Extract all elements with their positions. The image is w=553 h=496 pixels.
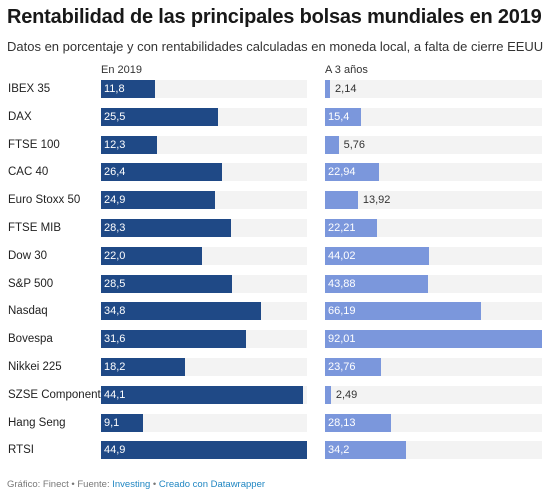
bar-track — [325, 107, 542, 126]
bar — [101, 107, 218, 126]
bar-track — [325, 135, 542, 154]
row-label: S&P 500 — [8, 277, 54, 290]
chart-footer: Gráfico: Finect • Fuente: Investing • Cr… — [7, 479, 265, 490]
bar — [325, 135, 339, 154]
footer-credits: Gráfico: Finect • Fuente: — [7, 479, 113, 490]
data-label: 11,8 — [104, 83, 125, 95]
data-label: 15,4 — [328, 110, 350, 123]
data-label: 44,9 — [104, 444, 126, 457]
bar — [325, 107, 362, 126]
data-label: 5,76 — [343, 138, 365, 151]
bar — [101, 441, 307, 460]
row-label: Nasdaq — [8, 305, 48, 318]
data-label: 31,6 — [104, 333, 126, 346]
row-label: FTSE 100 — [8, 138, 60, 151]
bar — [101, 302, 261, 321]
bar — [325, 246, 429, 265]
row-label: Hang Seng — [8, 416, 66, 429]
data-label: 28,3 — [104, 222, 126, 234]
data-label: 22,0 — [104, 249, 126, 262]
row-label: SZSE Component — [8, 388, 101, 401]
bar-track — [325, 385, 542, 404]
bar — [325, 441, 406, 460]
row-label: CAC 40 — [8, 166, 49, 179]
data-label: 9,1 — [104, 416, 120, 429]
bar — [101, 413, 143, 432]
bar — [101, 274, 232, 293]
row-label: Dow 30 — [8, 249, 47, 262]
bar — [101, 385, 304, 404]
footer-separator: • — [150, 479, 159, 490]
bar — [325, 330, 542, 349]
bar-track — [325, 219, 542, 237]
data-label: 44,1 — [104, 388, 126, 401]
data-label: 25,5 — [104, 110, 126, 123]
bar — [101, 80, 156, 98]
data-label: 22,21 — [328, 222, 356, 234]
column-header-3-years: A 3 años — [325, 64, 368, 76]
bar — [325, 219, 378, 237]
row-label: FTSE MIB — [8, 222, 62, 234]
bar-track — [325, 163, 542, 182]
row-label: Nikkei 225 — [8, 361, 62, 373]
row-label: Bovespa — [8, 333, 53, 346]
data-label: 2,49 — [335, 388, 358, 401]
bar — [101, 330, 246, 349]
row-label: DAX — [8, 110, 32, 123]
datawrapper-link[interactable]: Creado con Datawrapper — [158, 479, 266, 490]
bar — [325, 80, 331, 98]
bar-track — [325, 191, 542, 210]
data-label: 34,8 — [104, 305, 126, 318]
bar — [101, 219, 231, 237]
data-label: 34,2 — [328, 444, 350, 457]
bar — [325, 191, 358, 210]
data-label: 13,92 — [362, 194, 391, 207]
chart-subtitle: Datos en porcentaje y con rentabilidades… — [7, 39, 544, 54]
source-link[interactable]: Investing — [112, 479, 151, 490]
data-label: 92,01 — [328, 333, 356, 346]
data-label: 28,13 — [328, 416, 356, 429]
data-label: 12,3 — [104, 138, 126, 151]
data-label: 24,9 — [104, 194, 126, 207]
bar — [101, 191, 216, 210]
data-label: 26,4 — [104, 166, 126, 179]
data-label: 28,5 — [104, 277, 126, 290]
data-label: 66,19 — [328, 305, 356, 318]
bar-track — [325, 80, 542, 98]
row-label: IBEX 35 — [8, 83, 51, 95]
bar — [325, 358, 382, 376]
data-label: 18,2 — [104, 361, 126, 373]
row-label: RTSI — [8, 444, 34, 457]
bar — [325, 413, 392, 432]
data-label: 23,76 — [328, 361, 356, 373]
data-label: 2,14 — [335, 83, 357, 95]
bar — [101, 358, 185, 376]
bar — [101, 246, 202, 265]
bar-track — [101, 413, 307, 432]
bar — [325, 163, 380, 182]
row-label: Euro Stoxx 50 — [8, 194, 81, 207]
bar — [101, 135, 158, 154]
bar — [325, 302, 482, 321]
data-label: 43,88 — [328, 277, 356, 290]
data-label: 44,02 — [328, 249, 356, 262]
data-label: 22,94 — [328, 166, 356, 179]
bar — [101, 163, 223, 182]
column-header-2019: En 2019 — [101, 64, 142, 76]
bar — [325, 385, 331, 404]
chart-title: Rentabilidad de las principales bolsas m… — [7, 6, 542, 28]
bar — [325, 274, 429, 293]
